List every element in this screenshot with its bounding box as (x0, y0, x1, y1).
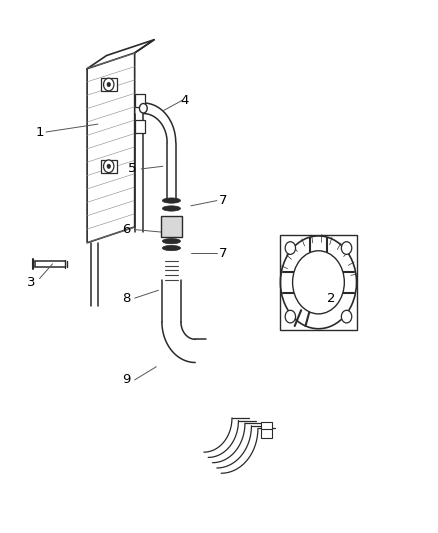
Text: 6: 6 (122, 223, 130, 236)
Bar (101, 78, 117, 91)
Text: 9: 9 (122, 374, 130, 386)
Circle shape (341, 310, 352, 323)
Bar (134, 94, 145, 107)
Circle shape (341, 241, 352, 254)
Ellipse shape (162, 239, 180, 244)
Text: 8: 8 (122, 292, 130, 305)
Circle shape (107, 83, 110, 87)
Text: 3: 3 (27, 276, 35, 289)
Circle shape (285, 310, 296, 323)
Ellipse shape (162, 245, 180, 251)
Circle shape (107, 164, 110, 168)
Text: 7: 7 (219, 247, 228, 260)
Text: 4: 4 (180, 94, 189, 107)
Bar (134, 120, 145, 133)
Ellipse shape (162, 198, 180, 203)
Circle shape (103, 160, 114, 173)
Circle shape (280, 236, 357, 329)
Bar (101, 160, 117, 173)
Circle shape (139, 103, 147, 113)
Circle shape (103, 78, 114, 91)
Bar (261, 430, 272, 438)
Bar (261, 422, 272, 430)
Text: 5: 5 (128, 163, 137, 175)
Ellipse shape (162, 206, 180, 211)
Circle shape (293, 251, 344, 314)
Text: 1: 1 (35, 125, 44, 139)
Bar (279, 235, 357, 330)
Text: 2: 2 (327, 292, 336, 305)
Text: 7: 7 (219, 194, 228, 207)
Circle shape (285, 241, 296, 254)
Bar (161, 216, 182, 238)
